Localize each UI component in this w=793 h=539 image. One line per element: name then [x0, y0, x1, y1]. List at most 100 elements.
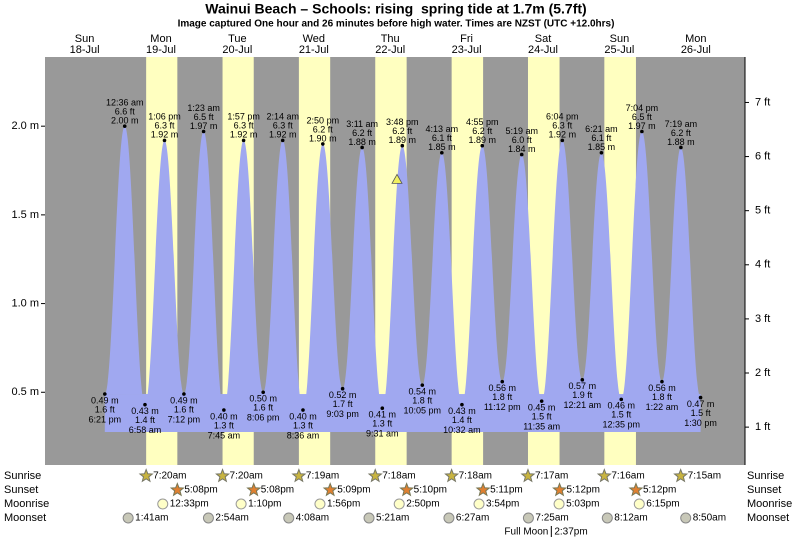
- tide-label: 2:50 pm: [307, 115, 340, 125]
- tide-point: [580, 378, 585, 382]
- tide-point: [241, 138, 246, 143]
- tide-point: [619, 397, 624, 402]
- y2-tick-label: 5 ft: [755, 205, 770, 217]
- y2-tick-label: 1 ft: [755, 421, 770, 433]
- tide-label: 1.8 ft: [412, 396, 433, 406]
- tide-point: [698, 395, 703, 400]
- tide-label: 10:05 pm: [404, 406, 442, 416]
- tide-label: 6.0 ft: [512, 135, 533, 145]
- tide-label: 12:21 am: [564, 400, 602, 410]
- day-date: 23-Jul: [452, 44, 482, 56]
- tide-point: [599, 150, 604, 155]
- tide-label: 11:12 pm: [484, 402, 521, 412]
- moonset-icon: [202, 512, 214, 524]
- tide-label: 1.89 m: [468, 135, 496, 145]
- tide-label: 6.2 ft: [352, 128, 373, 138]
- tide-base: [104, 394, 701, 432]
- tide-label: 1:22 am: [646, 402, 679, 412]
- moonrise-time: 12:33pm: [170, 499, 209, 510]
- y2-tick-label: 4 ft: [755, 259, 770, 271]
- tide-label: 1.6 ft: [253, 403, 274, 413]
- tide-label: 3:48 pm: [386, 117, 419, 127]
- y-tick-label: 1.0 m: [11, 297, 39, 309]
- y-tick-label: 2.0 m: [11, 120, 39, 132]
- tide-label: 1.92 m: [269, 130, 297, 140]
- moonrise-time: 1:10pm: [248, 499, 281, 510]
- tide-label: 1.89 m: [389, 135, 417, 145]
- tide-label: 9:31 am: [366, 429, 399, 439]
- sunrise-time: 7:15am: [688, 471, 721, 482]
- tide-label: 1.4 ft: [135, 415, 156, 425]
- sunset-time: 5:09pm: [337, 485, 370, 496]
- day-name: Sun: [610, 33, 630, 45]
- moonrise-icon: [553, 498, 565, 510]
- tide-point: [201, 129, 206, 134]
- row-label: Sunrise: [4, 470, 41, 482]
- tide-point: [519, 152, 524, 157]
- tide-label: 6.6 ft: [115, 107, 136, 117]
- tide-label: 1.85 m: [588, 142, 616, 152]
- moonset-time: 2:54am: [215, 513, 248, 524]
- sunset-time: 5:11pm: [490, 485, 523, 496]
- tide-point: [162, 138, 167, 143]
- tide-label: 6.2 ft: [313, 124, 334, 134]
- day-name: Tue: [228, 33, 247, 45]
- sunrise-time: 7:17am: [535, 471, 568, 482]
- tide-label: 7:12 pm: [168, 414, 201, 424]
- tide-label: 1.88 m: [667, 137, 695, 147]
- moonrise-time: 6:15pm: [646, 499, 679, 510]
- tide-point: [261, 390, 265, 395]
- tide-label: 7:04 pm: [626, 103, 659, 113]
- tide-point: [460, 402, 464, 407]
- moonrise-time: 1:56pm: [327, 499, 360, 510]
- sunset-icon: [246, 482, 262, 497]
- moonset-icon: [601, 512, 613, 524]
- tide-point: [539, 399, 544, 403]
- moonrise-icon: [235, 498, 247, 510]
- row-label: Moonrise: [747, 498, 792, 510]
- day-date: 22-Jul: [375, 44, 405, 56]
- tide-point: [301, 408, 305, 412]
- tide-label: 1.97 m: [628, 121, 656, 131]
- tide-label: 10:32 am: [443, 425, 481, 435]
- moonrise-icon: [473, 498, 485, 510]
- tide-label: 6.1 ft: [432, 133, 453, 143]
- moonrise-time: 5:03pm: [566, 499, 599, 510]
- moonset-icon: [283, 512, 295, 524]
- day-date: 24-Jul: [528, 44, 558, 56]
- moonset-time: 6:27am: [456, 513, 489, 524]
- tide-label: 1.92 m: [230, 130, 258, 140]
- tide-label: 1.84 m: [508, 144, 536, 154]
- tide-label: 0.57 m: [569, 381, 597, 391]
- row-label: Sunset: [747, 484, 781, 496]
- sunset-time: 5:12pm: [643, 485, 676, 496]
- row-label: Moonset: [747, 512, 789, 524]
- tide-label: 6:21 pm: [89, 414, 122, 424]
- tide-point: [400, 143, 405, 148]
- tide-label: 6.3 ft: [273, 121, 294, 131]
- tide-label: 6.3 ft: [234, 121, 255, 131]
- tide-label: 6.5 ft: [632, 112, 653, 122]
- moonset-icon: [680, 512, 692, 524]
- tide-label: 6.2 ft: [392, 126, 413, 136]
- tide-label: 1.6 ft: [95, 404, 116, 414]
- moonset-time: 8:50am: [693, 513, 726, 524]
- moonset-time: 5:21am: [376, 513, 409, 524]
- y2-tick-label: 2 ft: [755, 367, 770, 379]
- tide-label: 0.47 m: [687, 399, 715, 409]
- tide-point: [640, 129, 644, 134]
- tide-label: 1.90 m: [309, 133, 337, 143]
- sunset-icon: [552, 482, 568, 497]
- day-name: Sat: [535, 33, 552, 45]
- tide-label: 0.50 m: [249, 394, 277, 404]
- moonrise-time: 3:54pm: [486, 499, 519, 510]
- sunset-icon: [169, 482, 185, 497]
- tide-label: 0.46 m: [607, 401, 635, 411]
- tide-label: 1:30 pm: [684, 418, 717, 428]
- row-label: Sunset: [4, 484, 38, 496]
- tide-point: [103, 392, 107, 396]
- moonset-time: 8:12am: [614, 513, 647, 524]
- day-name: Thu: [381, 33, 400, 45]
- tide-label: 1.88 m: [348, 137, 376, 147]
